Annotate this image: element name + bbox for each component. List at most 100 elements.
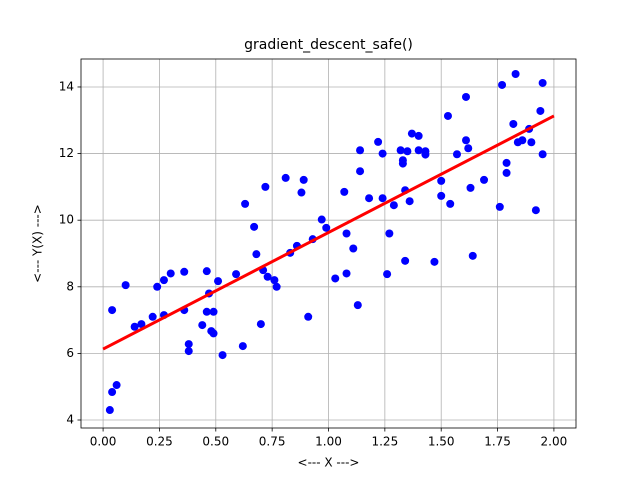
point: [443, 111, 452, 120]
point: [108, 388, 117, 397]
point: [538, 150, 547, 159]
point: [502, 158, 511, 167]
point: [374, 137, 383, 146]
point: [414, 146, 423, 155]
point: [403, 147, 412, 156]
point: [389, 201, 398, 210]
point: [272, 282, 281, 291]
point: [430, 257, 439, 266]
marks: [102, 69, 555, 415]
point: [214, 277, 223, 286]
point: [317, 215, 326, 224]
point: [342, 269, 351, 278]
point: [378, 149, 387, 158]
chart-title: gradient_descent_safe(): [244, 37, 413, 53]
point: [105, 406, 114, 415]
point: [270, 276, 279, 285]
point: [495, 202, 504, 211]
x-tick-label: 1.50: [428, 435, 455, 449]
y-tick-label: 6: [66, 346, 74, 360]
point: [446, 199, 455, 208]
point: [148, 312, 157, 321]
point: [396, 146, 405, 155]
x-tick-label: 0.50: [202, 435, 229, 449]
point: [405, 197, 414, 206]
point: [184, 340, 193, 349]
point: [464, 144, 473, 153]
point: [462, 136, 470, 145]
point: [401, 256, 410, 265]
point: [281, 173, 290, 182]
point: [198, 321, 207, 330]
point: [398, 159, 407, 168]
point: [437, 191, 446, 200]
point: [232, 270, 241, 279]
point: [340, 187, 349, 196]
point: [108, 306, 117, 315]
point: [137, 320, 146, 329]
point: [209, 329, 218, 338]
point: [252, 250, 261, 259]
point: [331, 274, 340, 283]
x-tick-label: 1.00: [315, 435, 342, 449]
y-tick-label: 8: [66, 279, 74, 293]
point: [407, 129, 416, 138]
x-tick-label: 2.00: [541, 435, 568, 449]
point: [261, 182, 270, 191]
point: [385, 229, 394, 238]
point: [297, 188, 306, 197]
point: [462, 92, 470, 101]
point: [241, 199, 250, 208]
point: [480, 175, 489, 184]
point: [437, 176, 446, 185]
point: [263, 272, 272, 281]
point: [502, 168, 511, 177]
point: [349, 244, 358, 253]
point: [356, 146, 365, 155]
y-axis-label: <--- Y(X) --->: [31, 204, 45, 283]
point: [153, 282, 162, 291]
y-tick-label: 12: [59, 146, 74, 160]
point: [353, 301, 362, 310]
point: [511, 69, 520, 78]
point: [452, 150, 461, 159]
point: [202, 267, 211, 276]
point: [538, 78, 547, 87]
x-tick-label: 0.75: [259, 435, 286, 449]
point: [342, 229, 351, 238]
point: [166, 269, 175, 278]
point: [536, 106, 545, 115]
point: [527, 138, 536, 147]
point: [184, 347, 193, 356]
point: [256, 320, 265, 329]
grid: [81, 59, 576, 428]
y-tick-label: 14: [59, 79, 74, 93]
point: [202, 307, 211, 316]
point: [356, 167, 365, 176]
point: [498, 80, 507, 89]
point: [121, 281, 130, 290]
point: [218, 351, 227, 360]
point: [414, 131, 423, 140]
point: [365, 194, 374, 203]
point: [238, 342, 247, 351]
point: [130, 322, 139, 331]
x-tick-label: 0.25: [146, 435, 173, 449]
point: [509, 119, 518, 128]
point: [383, 270, 392, 279]
fit-line: [102, 114, 555, 351]
point: [468, 251, 477, 260]
y-tick-label: 10: [59, 213, 74, 227]
point: [112, 381, 121, 390]
y-tick-label: 4: [66, 413, 74, 427]
point: [250, 222, 259, 231]
x-axis-label: <--- X --->: [298, 456, 360, 470]
point: [378, 194, 387, 203]
x-tick-label: 1.75: [484, 435, 511, 449]
x-tick-label: 1.25: [371, 435, 398, 449]
point: [518, 136, 527, 145]
point: [299, 175, 308, 184]
